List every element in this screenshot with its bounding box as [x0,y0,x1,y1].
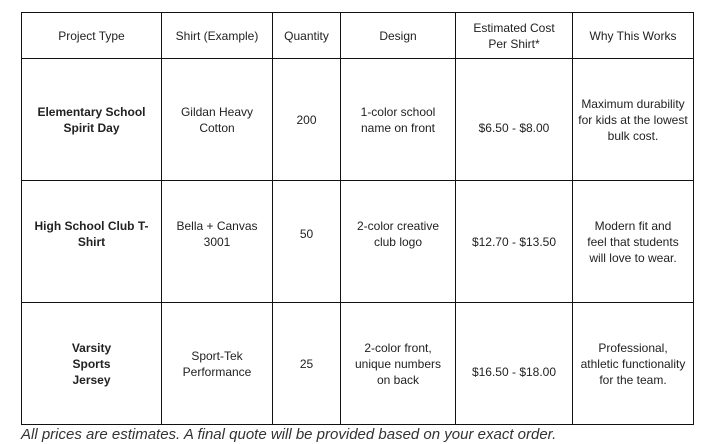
design-cell: 2-color front, unique numbers on back [340,302,456,425]
table-row: Varsity Sports Jersey Sport-Tek Performa… [21,302,694,425]
header-why: Why This Works [572,12,694,59]
header-quantity: Quantity [272,12,341,59]
project-type-cell: Varsity Sports Jersey [21,302,162,425]
why-cell: Modern fit and feel that students will l… [572,180,694,303]
header-shirt: Shirt (Example) [161,12,273,59]
table-row: Elementary School Spirit Day Gildan Heav… [21,58,694,181]
why-cell: Maximum durability for kids at the lowes… [572,58,694,181]
footnote: All prices are estimates. A final quote … [21,426,557,443]
cost-cell: $6.50 - $8.00 [455,58,573,181]
why-cell: Professional, athletic functionality for… [572,302,694,425]
design-cell: 2-color creative club logo [340,180,456,303]
header-design: Design [340,12,456,59]
quantity-cell: 200 [272,58,341,181]
header-row: Project Type Shirt (Example) Quantity De… [21,12,694,59]
header-cost: Estimated Cost Per Shirt* [455,12,573,59]
shirt-cell: Bella + Canvas 3001 [161,180,273,303]
project-type-cell: High School Club T-Shirt [21,180,162,303]
shirt-cell: Sport-Tek Performance [161,302,273,425]
project-type-cell: Elementary School Spirit Day [21,58,162,181]
cost-cell: $16.50 - $18.00 [455,302,573,425]
pricing-table: Project Type Shirt (Example) Quantity De… [21,12,694,425]
quantity-cell: 50 [272,180,341,303]
cost-cell: $12.70 - $13.50 [455,180,573,303]
header-project-type: Project Type [21,12,162,59]
shirt-cell: Gildan Heavy Cotton [161,58,273,181]
table-row: High School Club T-Shirt Bella + Canvas … [21,180,694,303]
document-body: Project Type Shirt (Example) Quantity De… [21,12,694,444]
quantity-cell: 25 [272,302,341,425]
design-cell: 1-color school name on front [340,58,456,181]
